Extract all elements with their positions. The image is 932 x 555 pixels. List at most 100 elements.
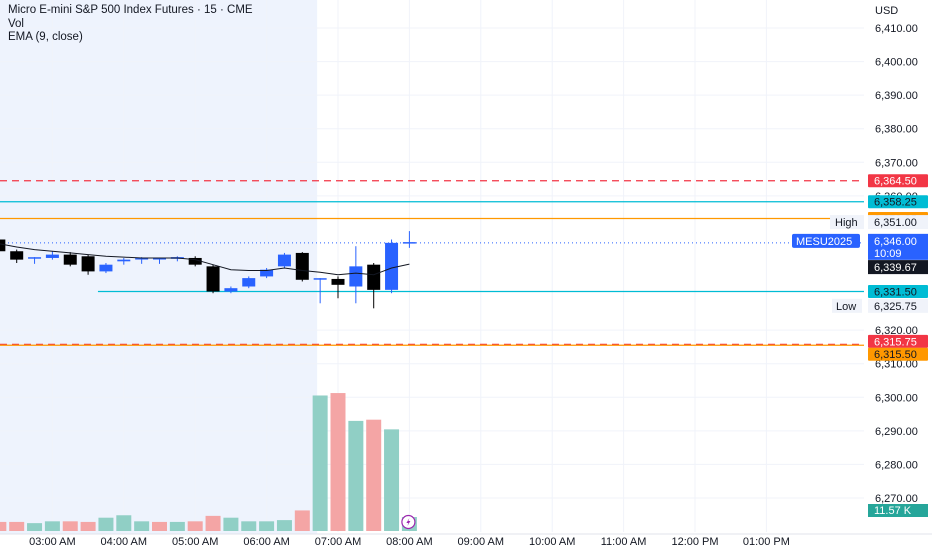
time-tick-label: 05:00 AM <box>172 536 218 548</box>
candle <box>313 278 327 304</box>
time-tick-label: 11:00 AM <box>601 536 647 548</box>
volume-bar <box>330 393 346 531</box>
high-caption-bg <box>830 215 864 230</box>
volume-bar <box>0 521 7 531</box>
price-tag-label: 6,358.25 <box>874 197 917 209</box>
candle <box>295 252 309 282</box>
candle-body <box>188 257 202 265</box>
candle <box>331 276 345 299</box>
time-tick-label: 04:00 AM <box>101 536 147 548</box>
symbol-tag-bg <box>792 233 860 248</box>
volume-bar <box>384 429 400 531</box>
candle-body <box>45 254 59 258</box>
candle-body <box>260 269 274 277</box>
candle <box>224 286 238 294</box>
candle-body <box>277 254 291 267</box>
price-tick-label: 6,410.00 <box>875 23 918 35</box>
volume-bar <box>62 521 78 531</box>
volume-bar <box>205 515 221 531</box>
price-tag-bg <box>868 195 928 209</box>
candle-body <box>99 264 113 272</box>
volume-tag-label: 11.57 K <box>874 505 912 517</box>
candle-body <box>385 242 399 290</box>
volume-bar <box>169 521 185 531</box>
price-tag-bg <box>868 347 928 361</box>
candle <box>349 246 363 304</box>
volume-bar <box>366 419 382 531</box>
candle <box>277 252 291 269</box>
high-caption: High <box>835 217 858 229</box>
low-caption: Low <box>836 301 856 313</box>
price-tick-label: 6,380.00 <box>875 124 918 136</box>
volume-bar <box>294 510 310 531</box>
chart-legend: Micro E-mini S&P 500 Index Futures · 15 … <box>8 4 253 45</box>
time-tick-label: 03:00 AM <box>29 536 75 548</box>
volume-bar <box>98 517 114 531</box>
candle-body <box>367 264 381 290</box>
price-tag-bg <box>868 334 928 348</box>
time-tick-label: 07:00 AM <box>315 536 361 548</box>
price-tick-label: 6,290.00 <box>875 426 918 438</box>
volume-bar <box>152 521 167 531</box>
price-tick-label: 6,390.00 <box>875 90 918 102</box>
candle <box>385 239 399 294</box>
candle <box>28 257 42 264</box>
volume-bar <box>259 521 275 531</box>
volume-bar <box>116 515 132 531</box>
volume-bar <box>276 520 292 531</box>
flash-icon-bolt <box>406 518 411 526</box>
candle <box>117 257 131 265</box>
time-tick-label: 01:00 PM <box>743 536 790 548</box>
low-caption-bg <box>832 298 862 313</box>
volume-bar <box>241 521 257 531</box>
session-shade <box>0 0 318 534</box>
candle-body <box>224 288 238 292</box>
price-tag-label: 6,364.50 <box>874 176 917 188</box>
volume-bar <box>9 521 25 531</box>
low-price-bg <box>868 298 928 313</box>
time-tick-label: 10:00 AM <box>529 536 575 548</box>
price-tag-label: 6,331.50 <box>874 287 917 299</box>
volume-bar <box>187 521 203 531</box>
candle <box>45 251 59 260</box>
candle-body <box>10 251 24 260</box>
candle <box>260 268 274 279</box>
price-tag-label: 6,315.50 <box>874 349 917 361</box>
currency-label: USD <box>875 5 898 17</box>
price-tick-label: 6,280.00 <box>875 459 918 471</box>
volume-bar <box>44 521 60 531</box>
countdown-label: 10:09 <box>874 248 902 260</box>
price-tick-label: 6,400.00 <box>875 57 918 69</box>
candle <box>81 254 95 275</box>
candle-body <box>81 256 95 272</box>
ema-indicator-label[interactable]: EMA (9, close) <box>8 31 83 43</box>
price-tick-label: 6,370.00 <box>875 157 918 169</box>
candle <box>206 264 220 294</box>
horizontal-lines <box>0 180 864 346</box>
volume-bar <box>80 521 96 531</box>
time-tick-label: 06:00 AM <box>243 536 289 548</box>
candle-series <box>0 231 416 309</box>
price-tick-label: 6,320.00 <box>875 325 918 337</box>
candle-body <box>331 278 345 285</box>
last-price-bg <box>868 233 928 260</box>
candle <box>99 262 113 274</box>
vol-indicator-label[interactable]: Vol <box>8 17 24 30</box>
volume-bar <box>312 395 328 531</box>
price-tag-bg <box>868 285 928 299</box>
price-tick-label: 6,300.00 <box>875 392 918 404</box>
symbol-title[interactable]: Micro E-mini S&P 500 Index Futures · 15 … <box>8 4 253 16</box>
candle <box>242 276 256 289</box>
candle <box>63 252 77 267</box>
volume-bar <box>134 521 150 531</box>
candle <box>188 256 202 267</box>
candle-body <box>63 254 77 265</box>
candle-body <box>0 239 6 252</box>
volume-bar <box>27 523 43 531</box>
candle-body <box>349 266 363 287</box>
time-tick-label: 08:00 AM <box>386 536 432 548</box>
symbol-tag-label: MESU2025 <box>796 236 852 248</box>
